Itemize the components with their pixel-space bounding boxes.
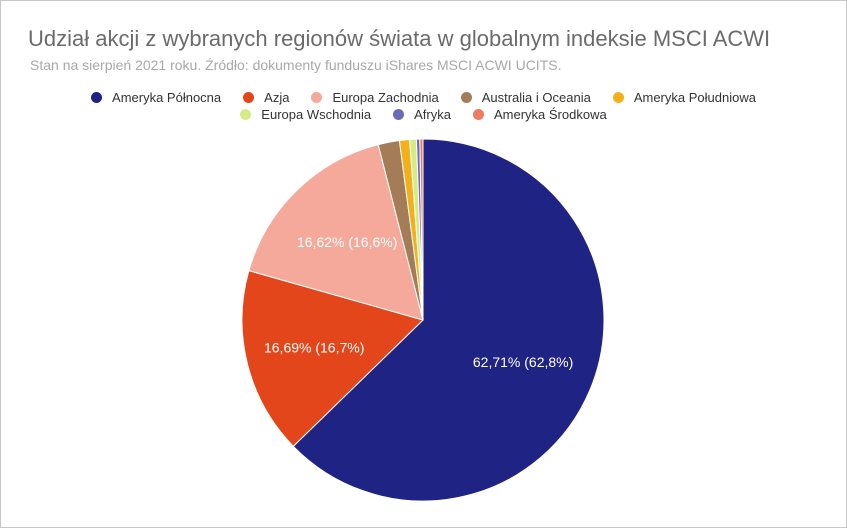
legend-item-europa-wschodnia[interactable]: Europa Wschodnia bbox=[240, 107, 371, 122]
legend-item-ameryka-srodkowa[interactable]: Ameryka Środkowa bbox=[472, 107, 607, 122]
legend-item-europa-zachodnia[interactable]: Europa Zachodnia bbox=[311, 90, 439, 105]
chart-subtitle: Stan na sierpień 2021 roku. Źródło: doku… bbox=[30, 57, 562, 73]
legend-item-australia-i-oceania[interactable]: Australia i Oceania bbox=[460, 90, 591, 105]
legend-swatch bbox=[311, 92, 323, 103]
legend-label: Azja bbox=[264, 90, 290, 105]
legend-row-2: Europa Wschodnia Afryka Ameryka Środkowa bbox=[0, 107, 847, 122]
legend-label: Ameryka Południowa bbox=[633, 90, 756, 105]
legend-label: Ameryka Północna bbox=[112, 90, 222, 105]
pie-slice-europa-zachodnia[interactable] bbox=[248, 144, 424, 321]
legend-swatch bbox=[472, 109, 484, 120]
legend-item-afryka[interactable]: Afryka bbox=[393, 107, 451, 122]
pie-slice-ameryka-polnocna[interactable] bbox=[292, 138, 605, 502]
legend-swatch bbox=[91, 92, 103, 103]
legend-row-1: Ameryka Północna Azja Europa Zachodnia A… bbox=[0, 90, 847, 105]
legend-swatch bbox=[612, 92, 624, 103]
slice-label-ameryka-polnocna: 62,71% (62,8%) bbox=[473, 354, 573, 370]
legend-swatch bbox=[243, 92, 255, 103]
pie-slices bbox=[241, 138, 605, 502]
legend-label: Afryka bbox=[414, 107, 451, 122]
legend-item-ameryka-poludniowa[interactable]: Ameryka Południowa bbox=[612, 90, 756, 105]
legend-swatch bbox=[393, 109, 405, 120]
legend-label: Ameryka Środkowa bbox=[493, 107, 607, 122]
pie-slice-azja[interactable] bbox=[241, 269, 424, 447]
chart-title: Udział akcji z wybranych regionów świata… bbox=[28, 26, 771, 51]
legend-label: Australia i Oceania bbox=[481, 90, 591, 105]
legend-item-ameryka-polnocna[interactable]: Ameryka Północna bbox=[91, 90, 221, 105]
legend-swatch bbox=[460, 92, 472, 103]
legend-label: Europa Wschodnia bbox=[261, 107, 372, 122]
slice-label-europa-zachodnia: 16,62% (16,6%) bbox=[297, 234, 397, 250]
slice-label-azja: 16,69% (16,7%) bbox=[264, 340, 364, 356]
legend-label: Europa Zachodnia bbox=[332, 90, 439, 105]
pie-slice-ameryka-srodkowa[interactable] bbox=[419, 138, 424, 321]
legend-item-azja[interactable]: Azja bbox=[243, 90, 289, 105]
legend-swatch bbox=[240, 109, 252, 120]
pie-labels: 62,71% (62,8%) 16,69% (16,7%) 16,62% (16,6… bbox=[264, 234, 573, 370]
